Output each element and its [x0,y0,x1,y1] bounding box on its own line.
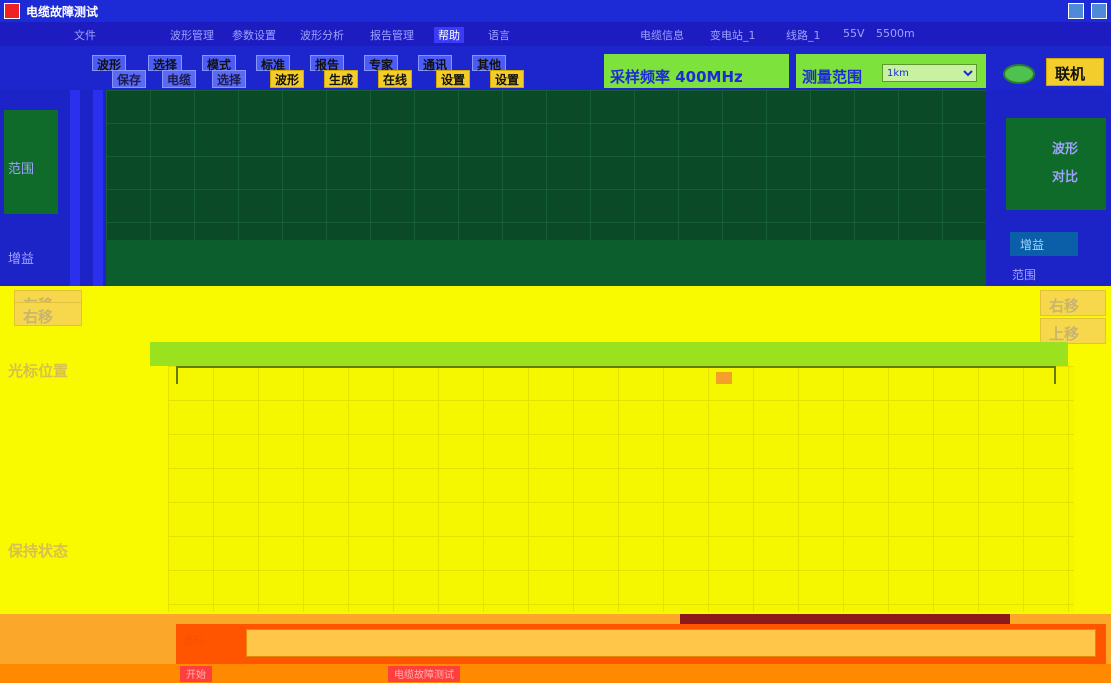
tab-comm[interactable]: 通讯 [418,55,453,72]
taskbar-start[interactable]: 开始 [180,666,212,682]
sampling-frequency: 采样频率 400MHz [604,54,789,88]
tab-expert[interactable]: 专家 [364,55,399,72]
menu-waveform-analysis[interactable]: 波形分析 [300,29,344,42]
tab-standard[interactable]: 标准 [256,55,291,72]
waveform-compare-box: 波形 对比 [1006,118,1106,210]
window-controls [1065,3,1107,22]
save-button[interactable]: 保存 [112,70,147,88]
menu-params[interactable]: 参数设置 [232,29,276,42]
compare-label-b: 对比 [1052,170,1079,185]
online-button[interactable]: 在线 [378,70,413,88]
cable-station: 变电站_1 [710,29,756,42]
move-right-button-left[interactable]: 右移 [14,302,82,326]
plot-frame [176,366,1056,384]
menu-report[interactable]: 报告管理 [370,29,414,42]
gain-button[interactable]: 增益 [1010,232,1078,256]
menu-help[interactable]: 帮助 [434,27,464,43]
right-range-label: 范围 [1012,268,1037,282]
range-select[interactable]: 1km [882,64,977,82]
waveform-lower-band [106,240,986,286]
detail-plot[interactable] [168,366,1074,612]
waveform-tab-label[interactable]: 波形 [182,634,204,647]
taskbar: 开始 电缆故障测试 [0,664,1111,683]
tab-other[interactable]: 其他 [472,55,507,72]
settings2-button[interactable]: 设置 [490,70,525,88]
left-gain-label: 增益 [8,252,35,267]
left-panel: 范围 增益 [0,90,106,286]
waveform-tab-body [246,629,1096,657]
cable-info-label: 电缆信息 [640,29,684,42]
left-range-box: 范围 [4,110,58,214]
waveform-display[interactable] [106,90,986,286]
left-range-label: 范围 [8,162,35,177]
generate-button[interactable]: 生成 [324,70,359,88]
status-led-icon [1003,64,1035,84]
range-label: 测量范围 [802,68,863,86]
cable-voltage: 55V [843,27,865,40]
cable-button[interactable]: 电缆 [162,70,197,88]
cable-length: 5500m [876,27,915,40]
bottom-strip: 波形 开始 电缆故障测试 [0,614,1111,683]
tab-select[interactable]: 选择 [148,55,183,72]
freq-value: 400MHz [675,68,743,86]
menu-file[interactable]: 文件 [74,29,96,42]
menu-language[interactable]: 语言 [488,29,510,42]
move-right-button[interactable]: 右移 [1040,290,1106,316]
tab-waveform[interactable]: 波形 [92,55,127,72]
left-scroll-track-2[interactable] [93,90,103,286]
select-button[interactable]: 选择 [212,70,247,88]
compare-label-a: 波形 [1052,142,1079,157]
minimize-icon[interactable] [1068,3,1085,19]
settings-button[interactable]: 设置 [436,70,471,88]
cable-line: 线路_1 [786,29,821,42]
cursor-position-label: 光标位置 [8,362,69,380]
cursor-marker-icon[interactable] [716,372,732,384]
right-panel: 波形 对比 增益 范围 [986,90,1111,286]
menu-waveform-manage[interactable]: 波形管理 [170,29,214,42]
taskbar-app[interactable]: 电缆故障测试 [388,666,460,682]
title-bar: 电缆故障测试 [0,0,1111,22]
tab-report[interactable]: 报告 [310,55,345,72]
measure-range: 测量范围 1km [796,54,986,88]
left-scroll-track[interactable] [70,90,80,286]
waveform-button[interactable]: 波形 [270,70,305,88]
move-up-button[interactable]: 上移 [1040,318,1106,344]
app-logo-icon [4,3,20,19]
maximize-icon[interactable] [1091,3,1107,19]
window-title: 电缆故障测试 [26,5,99,19]
hold-state-label: 保持状态 [8,542,69,560]
menu-bar: 文件 波形管理 参数设置 波形分析 报告管理 帮助 语言 电缆信息 变电站_1 … [0,22,1111,46]
freq-label: 采样频率 [610,68,671,86]
tab-mode[interactable]: 模式 [202,55,237,72]
connect-button[interactable]: 联机 [1046,58,1104,86]
waveform-tab-panel: 波形 [176,624,1106,664]
cursor-scale-bar[interactable] [150,342,1068,366]
